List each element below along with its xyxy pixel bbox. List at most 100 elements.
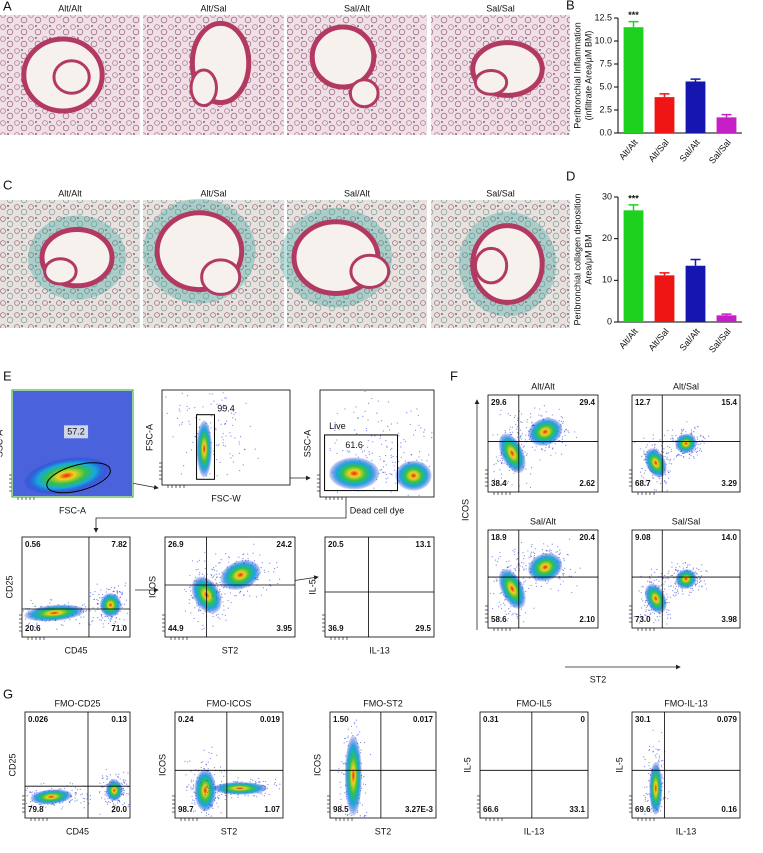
- event-dot: [500, 556, 501, 557]
- event-dot: [659, 616, 660, 617]
- event-dot: [675, 567, 676, 568]
- event-dot: [194, 804, 195, 805]
- event-dot: [679, 454, 680, 455]
- event-dot: [74, 800, 75, 801]
- event-dot: [80, 794, 81, 795]
- event-dot: [80, 616, 81, 617]
- quadrant-value: 9.08: [635, 533, 651, 542]
- event-dot: [192, 788, 193, 789]
- histology-image: [280, 200, 427, 328]
- event-dot: [256, 796, 257, 797]
- event-dot: [533, 608, 534, 609]
- event-dot: [211, 415, 212, 416]
- event-dot: [261, 794, 262, 795]
- event-dot: [508, 618, 509, 619]
- event-dot: [31, 600, 32, 601]
- event-dot: [62, 806, 63, 807]
- event-dot: [72, 783, 73, 784]
- y-axis-label: IL-5: [614, 757, 624, 773]
- event-dot: [651, 574, 652, 575]
- event-dot: [206, 815, 207, 816]
- event-dot: [206, 812, 207, 813]
- event-dot: [351, 726, 352, 727]
- event-dot: [207, 792, 208, 793]
- event-dot: [239, 592, 240, 593]
- event-dot: [643, 586, 644, 587]
- event-dot: [107, 798, 108, 799]
- event-dot: [97, 603, 98, 604]
- event-dot: [99, 597, 100, 598]
- event-dot: [222, 614, 223, 615]
- event-dot: [552, 414, 553, 415]
- event-dot: [167, 413, 168, 414]
- event-dot: [524, 451, 525, 452]
- quadrant-value: 0.019: [260, 715, 281, 724]
- event-dot: [198, 569, 199, 570]
- event-dot: [61, 808, 62, 809]
- event-dot: [101, 620, 102, 621]
- event-dot: [668, 578, 669, 579]
- event-dot: [91, 621, 92, 622]
- event-dot: [115, 774, 116, 775]
- flow-plot: 29.629.438.42.62: [485, 395, 598, 495]
- event-dot: [221, 400, 222, 401]
- event-dot: [500, 455, 501, 456]
- event-dot: [243, 558, 244, 559]
- event-dot: [530, 473, 531, 474]
- event-dot: [667, 490, 668, 491]
- event-dot: [658, 749, 659, 750]
- event-dot: [509, 470, 510, 471]
- event-dot: [674, 595, 675, 596]
- event-dot: [124, 790, 125, 791]
- event-dot: [128, 793, 129, 794]
- event-dot: [544, 405, 545, 406]
- y-tick-label: 12.5: [594, 12, 612, 22]
- event-dot: [691, 592, 692, 593]
- airway-small: [350, 80, 378, 107]
- event-dot: [172, 436, 173, 437]
- event-dot: [371, 398, 372, 399]
- event-dot: [98, 600, 99, 601]
- event-dot: [89, 610, 90, 611]
- event-dot: [641, 592, 642, 593]
- event-dot: [667, 453, 668, 454]
- event-dot: [362, 451, 363, 452]
- quadrant-value: 7.82: [111, 540, 127, 549]
- error-bar: [722, 314, 732, 315]
- event-dot: [104, 798, 105, 799]
- event-dot: [658, 760, 659, 761]
- event-dot: [571, 592, 572, 593]
- event-dot: [62, 625, 63, 626]
- event-dot: [224, 593, 225, 594]
- event-dot: [207, 780, 208, 781]
- event-dot: [112, 779, 113, 780]
- event-dot: [197, 621, 198, 622]
- event-dot: [381, 420, 382, 421]
- event-dot: [646, 446, 647, 447]
- event-dot: [194, 618, 195, 619]
- event-dot: [531, 546, 532, 547]
- event-dot: [522, 566, 523, 567]
- event-dot: [51, 788, 52, 789]
- y-axis-label: SSC-A: [302, 430, 312, 458]
- event-dot: [672, 440, 673, 441]
- event-dot: [517, 432, 518, 433]
- event-dot: [649, 746, 650, 747]
- event-dot: [698, 589, 699, 590]
- event-dot: [523, 584, 524, 585]
- event-dot: [225, 795, 226, 796]
- event-dot: [199, 572, 200, 573]
- event-dot: [559, 420, 560, 421]
- event-dot: [82, 793, 83, 794]
- event-dot: [201, 762, 202, 763]
- event-dot: [365, 815, 366, 816]
- event-dot: [201, 629, 202, 630]
- event-dot: [645, 602, 646, 603]
- event-dot: [343, 763, 344, 764]
- event-dot: [117, 591, 118, 592]
- event-dot: [666, 612, 667, 613]
- event-dot: [341, 761, 342, 762]
- event-dot: [26, 803, 27, 804]
- event-dot: [105, 794, 106, 795]
- event-dot: [276, 785, 277, 786]
